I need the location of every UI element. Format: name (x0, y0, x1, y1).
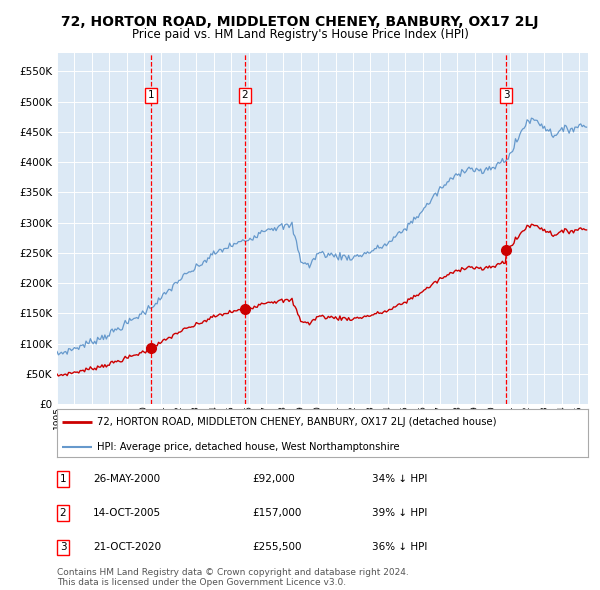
Text: HPI: Average price, detached house, West Northamptonshire: HPI: Average price, detached house, West… (97, 441, 400, 451)
Text: 39% ↓ HPI: 39% ↓ HPI (372, 508, 427, 518)
Text: 14-OCT-2005: 14-OCT-2005 (93, 508, 161, 518)
Text: 21-OCT-2020: 21-OCT-2020 (93, 542, 161, 552)
Text: 72, HORTON ROAD, MIDDLETON CHENEY, BANBURY, OX17 2LJ: 72, HORTON ROAD, MIDDLETON CHENEY, BANBU… (61, 15, 539, 29)
Text: 3: 3 (503, 90, 509, 100)
Text: 2: 2 (242, 90, 248, 100)
Text: 2: 2 (59, 508, 67, 518)
Text: 72, HORTON ROAD, MIDDLETON CHENEY, BANBURY, OX17 2LJ (detached house): 72, HORTON ROAD, MIDDLETON CHENEY, BANBU… (97, 417, 496, 427)
Text: Contains HM Land Registry data © Crown copyright and database right 2024.
This d: Contains HM Land Registry data © Crown c… (57, 568, 409, 587)
Text: 1: 1 (59, 474, 67, 484)
Text: £157,000: £157,000 (252, 508, 301, 518)
Text: 3: 3 (59, 542, 67, 552)
Text: £255,500: £255,500 (252, 542, 302, 552)
Text: 26-MAY-2000: 26-MAY-2000 (93, 474, 160, 484)
Text: £92,000: £92,000 (252, 474, 295, 484)
Text: 1: 1 (148, 90, 154, 100)
Text: 34% ↓ HPI: 34% ↓ HPI (372, 474, 427, 484)
Text: 36% ↓ HPI: 36% ↓ HPI (372, 542, 427, 552)
Text: Price paid vs. HM Land Registry's House Price Index (HPI): Price paid vs. HM Land Registry's House … (131, 28, 469, 41)
